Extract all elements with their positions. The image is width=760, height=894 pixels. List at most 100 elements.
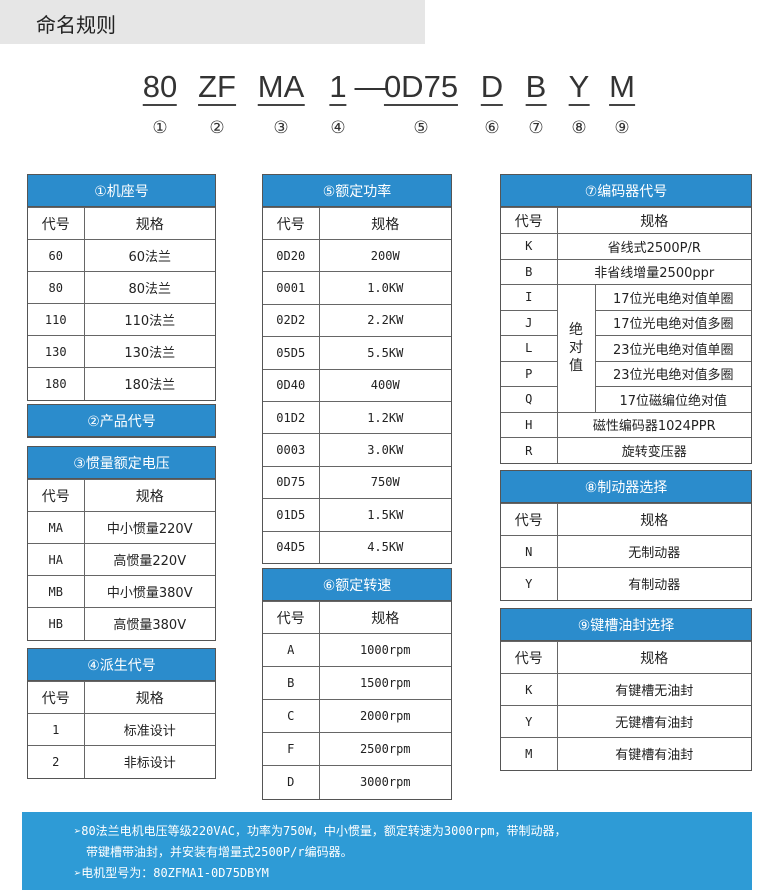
row: A 1000rpm	[263, 633, 451, 667]
spec-table: ⑧制动器选择 代号 规格 N 无制动器 Y 有制动器	[500, 470, 752, 601]
header-cell: 规格	[556, 207, 751, 234]
header-cell: 规格	[318, 601, 451, 634]
header-cell: 代号	[501, 503, 558, 536]
footer-line: ➢80法兰电机电压等级220VAC，功率为750W，中小惯量，额定转速为3000…	[74, 824, 567, 838]
spec-cell: 省线式2500P/R	[556, 233, 751, 260]
row: 80 80法兰	[28, 271, 215, 304]
table-body: 代号 规格 A 1000rpm B 1500rpm C 2000rpm F 2500rpm D 300…	[263, 601, 451, 799]
code-cell: I	[501, 284, 558, 311]
model-index: ①	[152, 118, 168, 138]
model-code: MA	[257, 69, 305, 106]
header-cell: 代号	[263, 207, 320, 240]
spec-cell: 中小惯量220V	[83, 511, 215, 544]
spec-cell: 23位光电绝对值多圈	[594, 360, 751, 387]
header-cell: 规格	[83, 479, 215, 512]
model-index: ⑦	[528, 118, 544, 138]
spec-cell: 5.5KW	[318, 336, 451, 370]
spec-table: ②产品代号	[27, 404, 216, 438]
code-cell: 0D40	[263, 368, 320, 402]
spec-cell: 3.0KW	[318, 433, 451, 467]
code-cell: K	[501, 233, 558, 260]
table-body: 代号 规格 K 省线式2500P/R B 非省线增量2500ppr I 绝对值 17位光电绝对值…	[501, 207, 751, 463]
spec-cell: 4.5KW	[318, 530, 451, 564]
spec-cell: 高惯量220V	[83, 543, 215, 576]
spec-table: ⑤额定功率 代号 规格 0D20 200W 0001 1.0KW 02D2 2.2KW 05D5 5…	[262, 174, 452, 565]
code-cell: 1	[28, 713, 85, 746]
code-cell: B	[501, 258, 558, 285]
header-cell: 代号	[28, 479, 85, 512]
row: 2 非标设计	[28, 745, 215, 778]
model-code: 0D75	[383, 69, 459, 106]
table-title: ⑦编码器代号	[501, 175, 751, 207]
spec-cell: 1000rpm	[318, 633, 451, 667]
spec-cell: 17位光电绝对值单圈	[594, 284, 751, 311]
model-code: D	[480, 69, 504, 106]
row: L 23位光电绝对值单圈	[501, 335, 751, 362]
row: 0D20 200W	[263, 238, 451, 273]
table-body: 代号 规格 1 标准设计 2 非标设计	[28, 681, 215, 778]
table-title: ①机座号	[28, 175, 215, 207]
table-body: 代号 规格 K 有键槽无油封 Y 无键槽有油封 M 有键槽有油封	[501, 641, 751, 770]
spec-cell: 17位光电绝对值多圈	[594, 309, 751, 336]
spec-cell: 无键槽有油封	[556, 705, 751, 738]
header-row: 代号 规格	[501, 503, 751, 536]
code-cell: MA	[28, 511, 85, 544]
model-code: ZF	[198, 69, 236, 106]
code-cell: 0003	[263, 433, 320, 467]
code-cell: 01D5	[263, 498, 320, 532]
code-cell: Y	[501, 567, 558, 600]
spec-cell: 无制动器	[556, 535, 751, 568]
code-cell: 130	[28, 335, 85, 368]
spec-cell: 750W	[318, 465, 451, 500]
code-cell: 180	[28, 367, 85, 400]
spec-table: ①机座号 代号 规格 60 60法兰 80 80法兰 110 110法兰 130 130法兰 180 1…	[27, 174, 216, 401]
model-index: ⑤	[413, 118, 429, 138]
model-code: M	[609, 69, 635, 106]
spec-cell: 2000rpm	[318, 699, 451, 733]
spec-cell: 1500rpm	[318, 666, 451, 700]
spec-cell: 80法兰	[83, 271, 215, 304]
header-cell: 代号	[28, 681, 85, 714]
header-cell: 规格	[556, 641, 751, 674]
header-cell: 代号	[263, 601, 320, 634]
table-body: 代号 规格 60 60法兰 80 80法兰 110 110法兰 130 130法兰 180 180法兰	[28, 207, 215, 400]
spec-cell: 130法兰	[83, 335, 215, 368]
spec-cell: 有键槽无油封	[556, 673, 751, 706]
row: K 有键槽无油封	[501, 673, 751, 706]
code-cell: MB	[28, 575, 85, 608]
spec-cell: 1.5KW	[318, 498, 451, 532]
model-separator: —	[354, 69, 386, 104]
spec-cell: 1.2KW	[318, 400, 451, 435]
spec-table: ⑥额定转速 代号 规格 A 1000rpm B 1500rpm C 2000rpm F 2500rp…	[262, 568, 452, 800]
header-cell: 规格	[83, 207, 215, 240]
header-title: 命名规则	[36, 13, 116, 37]
header-row: 代号 规格	[501, 207, 751, 234]
spec-cell: 60法兰	[83, 239, 215, 272]
footer-line: ➢电机型号为：80ZFMA1-0D75DBYM	[74, 866, 269, 880]
code-cell: B	[263, 666, 320, 700]
code-cell: N	[501, 535, 558, 568]
row: 0D40 400W	[263, 368, 451, 402]
code-cell: 02D2	[263, 303, 320, 338]
spec-cell: 非标设计	[83, 745, 215, 778]
model-index: ⑥	[484, 118, 500, 138]
code-cell: 05D5	[263, 336, 320, 370]
row: 01D5 1.5KW	[263, 498, 451, 532]
row: HB 高惯量380V	[28, 607, 215, 640]
row: 01D2 1.2KW	[263, 400, 451, 435]
header-row: 代号 规格	[28, 681, 215, 714]
header-cell: 规格	[83, 681, 215, 714]
row: J 17位光电绝对值多圈	[501, 309, 751, 336]
row: 02D2 2.2KW	[263, 303, 451, 338]
code-cell: HB	[28, 607, 85, 640]
row: B 1500rpm	[263, 666, 451, 700]
table-title: ⑥额定转速	[263, 569, 451, 601]
spec-cell: 磁性编码器1024PPR	[556, 411, 751, 438]
model-index: ③	[273, 118, 289, 138]
row: MA 中小惯量220V	[28, 511, 215, 544]
code-cell: 0001	[263, 271, 320, 305]
spec-cell: 17位磁编位绝对值	[594, 386, 751, 413]
spec-table: ④派生代号 代号 规格 1 标准设计 2 非标设计	[27, 648, 216, 779]
row: M 有键槽有油封	[501, 737, 751, 770]
